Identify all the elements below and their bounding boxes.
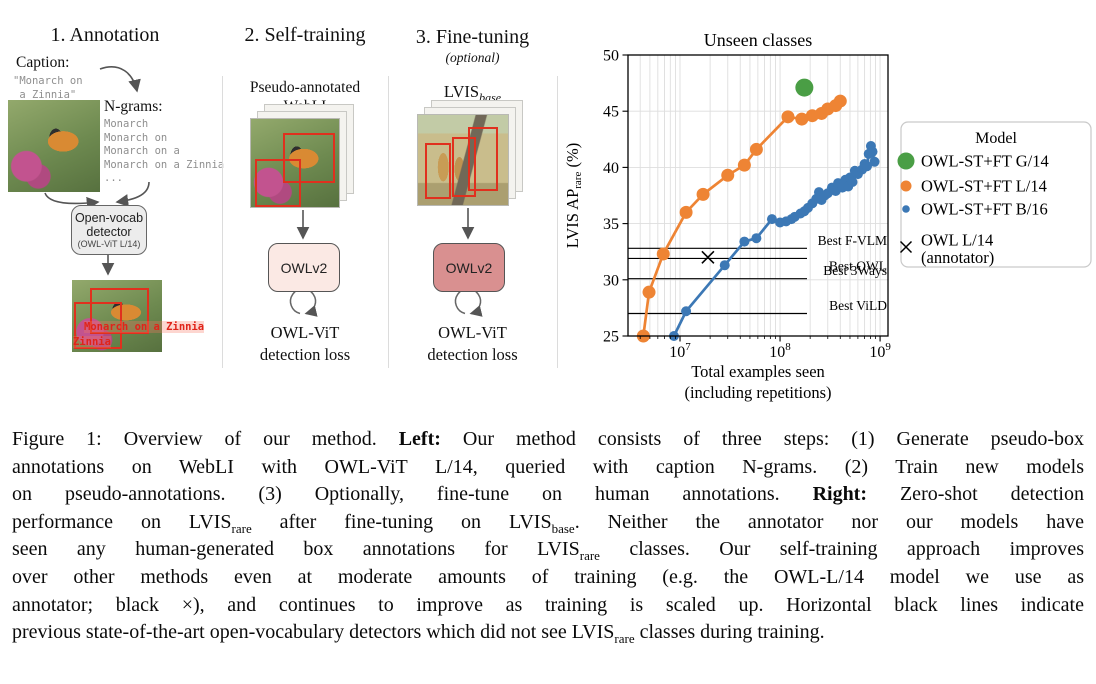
series-owl-st-ft-g-14 — [795, 78, 814, 97]
ngrams-label: N-grams: — [104, 98, 163, 115]
baseline-label: Best 3Ways — [823, 263, 887, 278]
chart-legend: Model OWL-ST+FT G/14 OWL-ST+FT L/14 OWL-ST+… — [897, 121, 1092, 268]
caption-line: over other methods even at moderate amou… — [12, 565, 1084, 588]
x-tick-label: 108 — [769, 341, 791, 361]
y-tick-label: 50 — [603, 48, 619, 65]
baseline-label: Best OWL — [829, 258, 887, 273]
owlv2-box-self-training: OWLv2 — [268, 243, 340, 292]
caption-line: Figure 1: Overview of our method. Left: … — [12, 428, 1084, 450]
owlv2-box-fine-tuning: OWLv2 — [433, 243, 505, 292]
panel-self-training-title: 2. Self-training — [244, 24, 366, 46]
x-tick-label: 109 — [869, 341, 891, 361]
lvis-base-main: LVIS — [443, 82, 480, 101]
caption-line: previous state-of-the-art open-vocabular… — [12, 621, 825, 647]
x-tick-label: 107 — [669, 341, 691, 361]
panel-self-training: 2. Self-training Pseudo-annotated WebLI … — [222, 0, 388, 418]
detector-box-line3: (OWL-ViT L/14) — [77, 238, 141, 249]
y-tick-label: 40 — [603, 160, 619, 177]
butterfly-image — [8, 100, 100, 192]
caption-label: Caption: — [16, 54, 70, 71]
detector-box-line2: detector — [86, 224, 132, 239]
baseline-label: Best ViLD — [829, 298, 887, 313]
panel-fine-tuning-title: 3. Fine-tuning — [415, 26, 530, 48]
detector-box-line1: Open-vocab — [74, 210, 144, 225]
panel-divider-2 — [388, 76, 389, 368]
lvis-image — [417, 114, 509, 206]
self-training-loss-label: OWL-ViT detection loss — [222, 322, 388, 366]
y-tick-label: 45 — [603, 104, 619, 121]
gridlines — [628, 54, 888, 337]
y-axis-label: LVIS APrare (%) — [563, 143, 584, 248]
figure-caption: Figure 1: Overview of our method. Left: … — [12, 426, 1084, 647]
series-owl-st-ft-b-16 — [668, 141, 880, 341]
legend-entry-label: OWL-ST+FT B/16 — [921, 200, 1048, 219]
chart-title: Unseen classes — [704, 30, 812, 50]
detection-label-big: Monarch on a Zinnia — [84, 321, 205, 333]
caption-line: annotations on WebLI with OWL-ViT L/14, … — [12, 455, 1084, 478]
open-vocab-detector-box: Open-vocab detector (OWL-ViT L/14) — [71, 205, 147, 255]
legend-entry-label: OWL-ST+FT L/14 — [921, 177, 1047, 196]
panel-fine-tuning: 3. Fine-tuning (optional) LVISbase OWLv2 — [388, 0, 557, 418]
legend-entry-label: OWL-ST+FT G/14 — [921, 152, 1049, 171]
x-axis-label: (including repetitions) — [684, 383, 831, 402]
ngram-list: Monarch Monarch on Monarch on a Monarch … — [104, 118, 225, 184]
lvis-box-2 — [452, 137, 476, 197]
legend-title: Model — [975, 130, 1017, 147]
owlv2-label: OWLv2 — [445, 259, 493, 276]
owlv2-label: OWLv2 — [280, 259, 328, 276]
y-tick-label: 35 — [603, 216, 619, 233]
loss-line1: OWL-ViT — [270, 323, 340, 342]
loss-line1: OWL-ViT — [438, 323, 507, 342]
y-tick-label: 25 — [603, 329, 619, 346]
panel-fine-tuning-subtitle: (optional) — [445, 50, 500, 65]
caption-line: performance on LVISrare after fine-tunin… — [12, 510, 1085, 536]
lvis-box-1 — [425, 143, 451, 199]
pseudo-annotated-image — [250, 118, 340, 208]
caption-line: annotator; black ×), and continues to im… — [12, 593, 1084, 616]
y-tick-label: 30 — [603, 272, 619, 289]
panel-divider-3 — [557, 76, 558, 368]
series-owl-l-14-annotator- — [701, 250, 715, 264]
series-owl-st-ft-l-14 — [636, 94, 847, 343]
axis-ticks: 25 30 35 40 45 50 107 108 109 — [603, 48, 891, 362]
pseudo-box-2 — [255, 159, 301, 207]
pseudo-box-1 — [283, 133, 335, 183]
lvis-box-3 — [468, 127, 498, 191]
panel-divider-1 — [222, 76, 223, 368]
caption-line: seen any human-generated box annotations… — [12, 538, 1085, 564]
panel-annotation: 1. Annotation Caption: "Monarch on a Zin… — [0, 0, 225, 418]
panel-annotation-title: 1. Annotation — [50, 24, 160, 46]
baseline-label: Best F-VLM — [818, 233, 887, 248]
loss-line2: detection loss — [427, 345, 518, 364]
detection-box-small — [74, 302, 122, 349]
webli-label-line1: Pseudo-annotated — [249, 79, 361, 96]
caption-quote: "Monarch on a Zinnia" — [13, 75, 83, 101]
detection-label-small: Zinnia — [73, 336, 111, 348]
loss-line2: detection loss — [259, 345, 351, 364]
legend-entry-label: OWL L/14 — [921, 231, 993, 250]
caption-line: on pseudo-annotations. (3) Optionally, f… — [12, 483, 1084, 506]
annotated-butterfly-image: Monarch on a Zinnia Zinnia — [72, 280, 205, 352]
legend-entry-label2: (annotator) — [921, 248, 994, 267]
x-axis-label: Total examples seen — [691, 362, 825, 381]
fine-tuning-loss-label: OWL-ViT detection loss — [388, 322, 557, 366]
detection-box-big — [90, 288, 149, 334]
